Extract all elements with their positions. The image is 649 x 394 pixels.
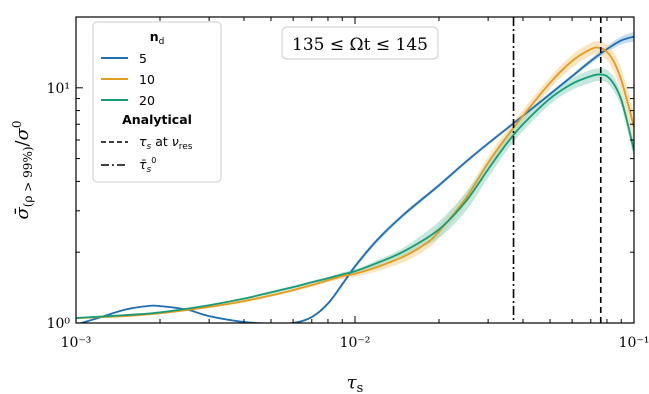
y-tick-label: 10⁰ xyxy=(47,316,71,332)
time-window-annotation: 135 ≤ Ωt ≤ 145 xyxy=(281,26,439,60)
tick-labels: 10⁻³ 10⁻² 10⁻¹ 10⁰ 10¹ xyxy=(47,81,649,351)
y-axis-label: σ̄(ρ > 99%)/σ0 xyxy=(10,120,35,219)
legend-label-20: 20 xyxy=(139,93,155,108)
x-axis-label: τs xyxy=(347,372,364,394)
legend-entry-20: 20 xyxy=(101,93,155,108)
legend-label-5: 5 xyxy=(139,51,147,66)
legend-entry-dashed: τs at νres xyxy=(101,134,193,152)
x-tick-label: 10⁻² xyxy=(340,335,371,351)
legend-label-dashdot: τ̄s0 xyxy=(139,156,156,175)
line-series-20 xyxy=(76,73,634,319)
legend-entry-5: 5 xyxy=(101,51,147,66)
axis-ticks xyxy=(75,16,635,324)
legend-entry-10: 10 xyxy=(101,72,155,87)
legend-label-10: 10 xyxy=(139,72,155,87)
x-tick-label: 10⁻³ xyxy=(61,335,92,351)
series-lines xyxy=(76,35,634,323)
legend-entry-dashdot: τ̄s0 xyxy=(101,156,156,175)
x-tick-label: 10⁻¹ xyxy=(619,335,649,351)
legend-analytical-title: Analytical xyxy=(122,112,192,127)
annotation-text: 135 ≤ Ωt ≤ 145 xyxy=(292,35,428,55)
analytical-vlines xyxy=(512,17,602,323)
line-series-10 xyxy=(76,46,634,319)
y-tick-label: 10¹ xyxy=(47,81,70,97)
legend-label-dashed: τs at νres xyxy=(139,134,193,152)
